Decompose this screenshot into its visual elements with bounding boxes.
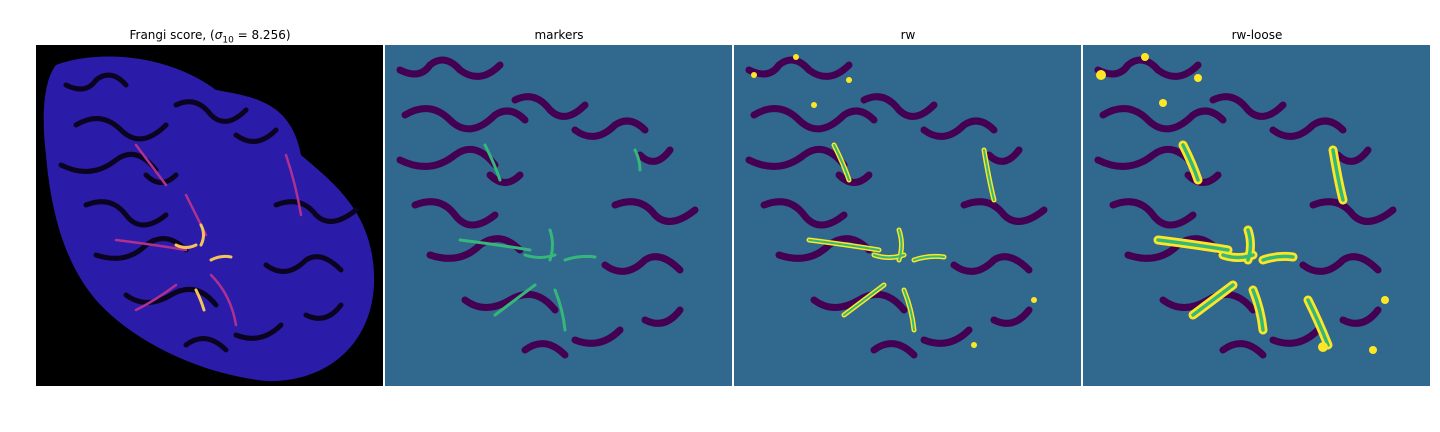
rw-image [734,45,1081,386]
rw-panel: rw [734,0,1082,432]
markers-panel: markers [385,0,733,432]
rw-loose-panel: rw-loose [1083,0,1431,432]
rw-loose-image [1083,45,1430,386]
rw-loose-title: rw-loose [1231,28,1283,42]
markers-image [385,45,732,386]
markers-title: markers [534,28,584,42]
frangi-title: Frangi score, (σ10 = 8.256) [129,28,291,46]
frangi-image [36,45,383,386]
frangi-panel: Frangi score, (σ10 = 8.256) [36,0,384,432]
rw-title: rw [900,28,916,42]
